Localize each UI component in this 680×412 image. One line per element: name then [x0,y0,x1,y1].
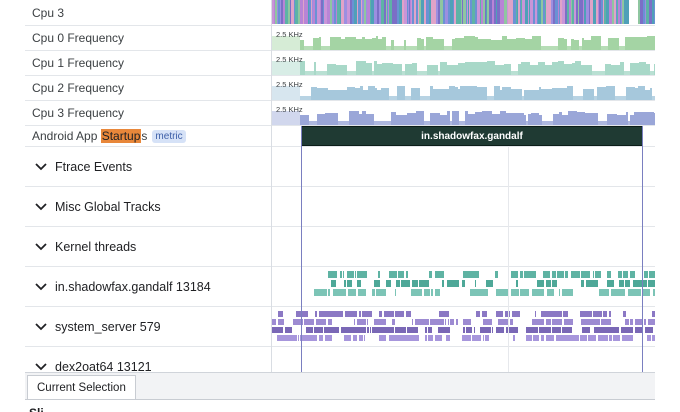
chevron-down-icon[interactable] [33,159,49,175]
selection-marker-start[interactable] [301,126,302,372]
frequency-scale-label: 2.5 KHz [276,30,303,39]
chevron-down-icon[interactable] [33,319,49,335]
group-label: system_server 579 [55,319,161,334]
startup-slice[interactable]: in.shadowfax.gandalf [301,126,643,146]
group-label: Misc Global Tracks [55,199,161,214]
track-label-text: Cpu 1 Frequency [32,56,125,70]
track-labels-panel: Cpu 3 Cpu 0 Frequency Cpu 1 Frequency Cp… [25,0,272,374]
track-label-cpu3-frequency[interactable]: Cpu 3 Frequency [25,101,272,126]
details-panel: Current Selection Sli [25,372,655,412]
right-gutter [655,0,680,412]
cpu3-slices[interactable] [272,0,655,25]
cpu3-frequency-track[interactable]: 2.5 KHz [272,101,655,126]
chevron-down-icon[interactable] [33,199,49,215]
cpu2-frequency-track[interactable]: 2.5 KHz [272,76,655,101]
group-ftrace-events[interactable]: Ftrace Events [25,147,272,187]
group-misc-global-tracks[interactable]: Misc Global Tracks [25,187,272,227]
search-highlight: Startup [100,129,142,143]
startup-label-suffix: s [141,129,148,143]
group-kernel-threads[interactable]: Kernel threads [25,227,272,267]
group-label: Ftrace Events [55,159,133,174]
cpu1-frequency-track[interactable]: 2.5 KHz [272,51,655,76]
group-process-dex2oat64[interactable]: dex2oat64 13121 [25,347,272,387]
chevron-down-icon[interactable] [33,279,49,295]
group-label: dex2oat64 13121 [55,360,152,374]
track-label-cpu2-frequency[interactable]: Cpu 2 Frequency [25,76,272,101]
cpu0-frequency-counter[interactable] [272,26,655,50]
track-label-android-app-startups[interactable]: Android App Startup s metric [25,126,272,147]
frequency-scale-label: 2.5 KHz [276,80,303,89]
details-heading: Sli [29,402,44,412]
system-server-thread-slices[interactable] [272,307,655,346]
frequency-scale-label: 2.5 KHz [276,55,303,64]
tab-current-selection[interactable]: Current Selection [27,375,136,400]
gandalf-thread-slices[interactable] [272,267,655,306]
panel-divider[interactable] [271,0,272,372]
track-label-cpu0-frequency[interactable]: Cpu 0 Frequency [25,26,272,51]
startup-label-prefix: Android App [32,129,101,143]
startup-track[interactable] [272,126,655,147]
time-gridline [508,146,509,372]
misc-global-track[interactable] [272,187,655,227]
frequency-scale-label: 2.5 KHz [276,105,303,114]
track-label-cpu1-frequency[interactable]: Cpu 1 Frequency [25,51,272,76]
cpu0-frequency-track[interactable]: 2.5 KHz [272,26,655,51]
group-process-gandalf[interactable]: in.shadowfax.gandalf 13184 [25,267,272,307]
tracks-canvas[interactable]: 2.5 KHz 2.5 KHz 2.5 KHz 2.5 KHz in.shado… [272,0,655,372]
group-process-system-server[interactable]: system_server 579 [25,307,272,347]
metric-chip[interactable]: metric [152,129,186,143]
track-label-text: Cpu 2 Frequency [32,81,125,95]
chevron-down-icon[interactable] [33,239,49,255]
left-gutter [0,0,25,412]
ftrace-events-track[interactable] [272,147,655,187]
track-label-cpu3[interactable]: Cpu 3 [25,0,272,26]
dex2oat-process-track[interactable] [272,347,655,372]
cpu3-track[interactable] [272,0,655,26]
kernel-threads-track[interactable] [272,227,655,267]
chevron-down-icon[interactable] [33,359,49,375]
gandalf-process-track[interactable] [272,267,655,307]
track-label-text: Cpu 0 Frequency [32,31,125,45]
cpu1-frequency-counter[interactable] [272,51,655,75]
group-label: in.shadowfax.gandalf 13184 [55,279,211,294]
details-panel-body: Sli [25,399,655,412]
track-label-text: Cpu 3 [32,5,65,20]
track-label-text: Cpu 3 Frequency [32,106,125,120]
group-label: Kernel threads [55,239,137,254]
cpu3-frequency-counter[interactable] [272,101,655,125]
system-server-process-track[interactable] [272,307,655,347]
selection-marker-end[interactable] [642,126,643,372]
cpu2-frequency-counter[interactable] [272,76,655,100]
